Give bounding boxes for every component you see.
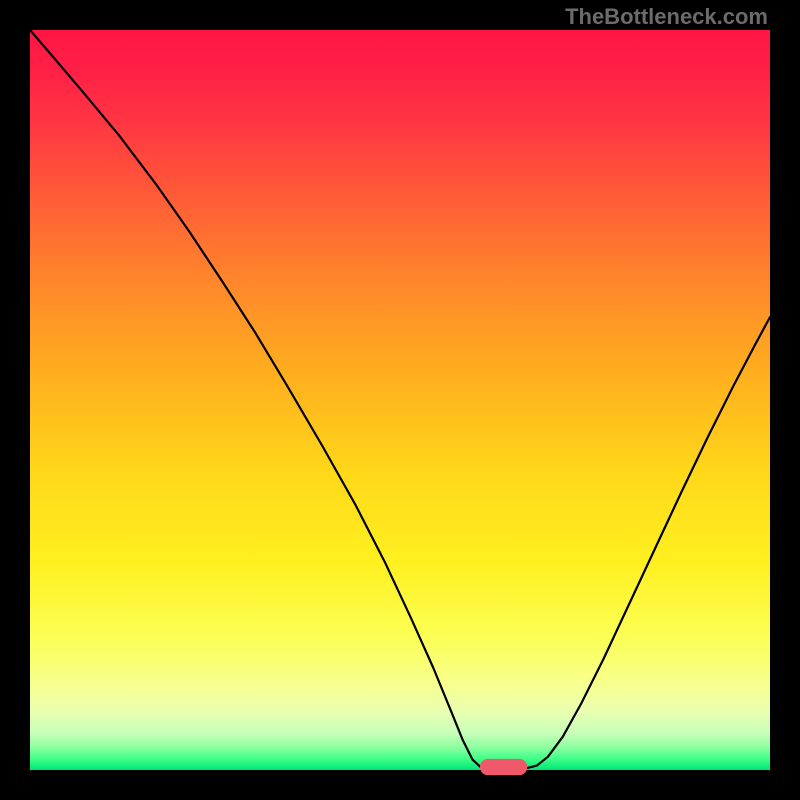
plot-background-gradient <box>30 30 770 770</box>
chart-frame: TheBottleneck.com <box>0 0 800 800</box>
watermark-text: TheBottleneck.com <box>565 4 768 30</box>
optimal-marker <box>480 759 527 775</box>
bottleneck-curve-chart <box>0 0 800 800</box>
